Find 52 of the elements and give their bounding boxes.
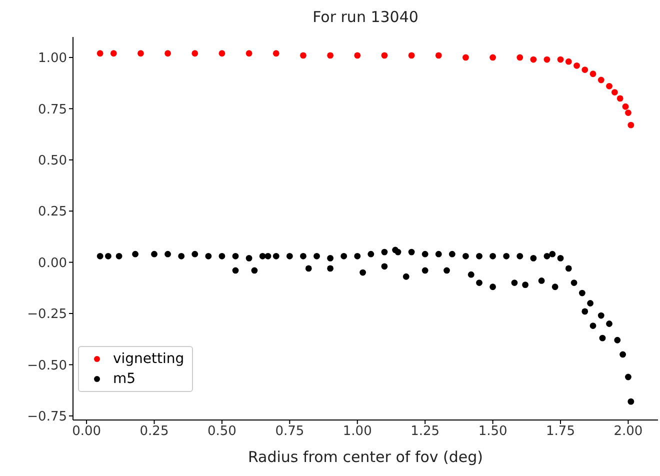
x-tick-label: 1.00 xyxy=(342,424,372,440)
point xyxy=(218,50,226,57)
chart-title: For run 13040 xyxy=(312,8,420,26)
point xyxy=(590,70,596,78)
x-tick-label: 0.75 xyxy=(275,424,304,440)
point xyxy=(516,54,524,61)
point xyxy=(246,50,252,57)
x-tick-label: 0.00 xyxy=(72,424,102,440)
point xyxy=(530,56,537,63)
point xyxy=(622,103,629,110)
y-tick-label: 0.75 xyxy=(38,102,67,118)
y-tick-label: 0.50 xyxy=(38,154,67,169)
legend-label: m5 xyxy=(113,370,136,389)
point xyxy=(628,122,634,128)
point xyxy=(138,50,144,57)
point xyxy=(110,50,117,57)
point xyxy=(272,50,280,57)
point xyxy=(598,76,604,84)
point xyxy=(435,52,442,59)
x-axis-title: Radius from center of fov (deg) xyxy=(246,448,484,466)
point xyxy=(300,52,306,59)
point xyxy=(574,62,580,69)
point xyxy=(557,56,564,63)
point xyxy=(611,89,618,96)
point xyxy=(490,54,496,61)
point xyxy=(327,52,334,59)
point xyxy=(96,50,104,57)
point xyxy=(354,52,361,59)
point xyxy=(164,50,171,57)
x-tick-label: 0.25 xyxy=(140,424,169,440)
y-tick-label: 1.00 xyxy=(38,51,67,66)
point xyxy=(192,50,198,57)
y-tick-label: 0.00 xyxy=(38,256,67,271)
point xyxy=(544,56,550,63)
point xyxy=(408,52,415,59)
x-tick-label: 0.50 xyxy=(207,424,236,440)
point xyxy=(462,54,469,61)
x-tick-label: 1.50 xyxy=(478,424,508,440)
x-tick-label: 1.25 xyxy=(410,424,440,440)
point xyxy=(606,82,612,90)
x-tick-label: 2.00 xyxy=(614,424,643,440)
point xyxy=(565,58,572,65)
y-tick-label: −0.75 xyxy=(27,410,67,425)
point xyxy=(616,95,624,102)
x-tick-label: 1.75 xyxy=(546,424,575,440)
point xyxy=(625,110,632,116)
legend-label: vignetting xyxy=(113,350,184,369)
y-tick-label: −0.25 xyxy=(27,307,67,322)
point xyxy=(582,66,588,73)
y-tick-label: −0.50 xyxy=(27,358,67,374)
y-tick-label: 0.25 xyxy=(38,204,67,220)
point xyxy=(381,52,388,59)
